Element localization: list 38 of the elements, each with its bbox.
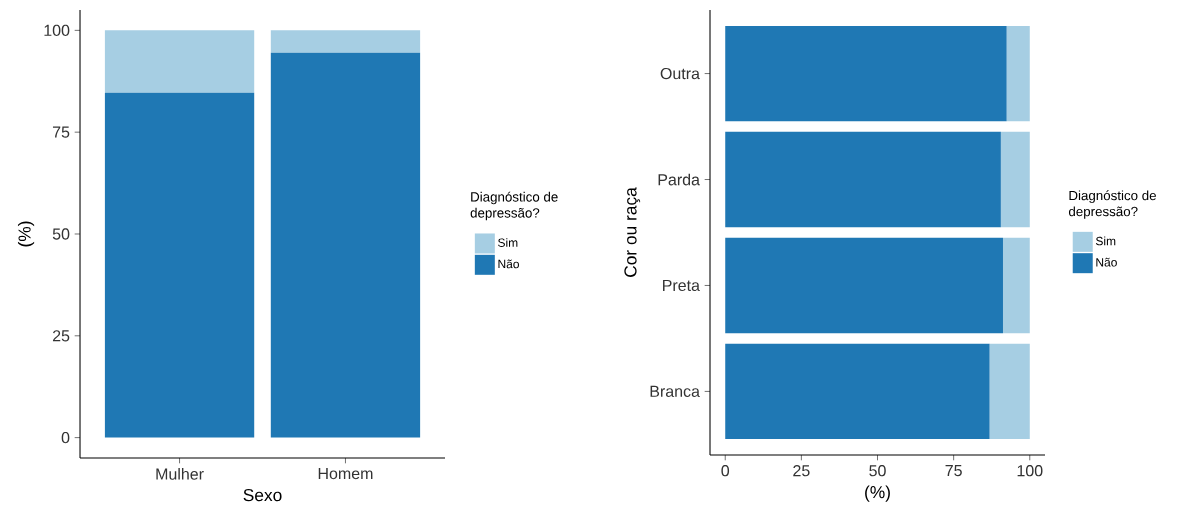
y-tick-label: Preta	[663, 279, 700, 292]
y-tick-label: 0	[61, 431, 70, 444]
bar	[989, 343, 1030, 440]
y-tick-label: Branca	[650, 385, 700, 397]
x-tick-label: Homem	[318, 468, 373, 480]
bar	[1002, 237, 1030, 334]
legend-label: Não	[498, 259, 519, 269]
y-axis-title: Cor ou raça	[624, 187, 641, 277]
x-tick-label: 0	[721, 465, 730, 477]
x-axis-title: (%)	[865, 485, 890, 502]
x-tick-label: Mulher	[156, 468, 204, 480]
y-tick-label: 100	[44, 24, 70, 37]
x-tick-label: 100	[1017, 465, 1043, 477]
y-axis-title: (%)	[17, 221, 35, 247]
bar	[725, 25, 1007, 122]
bar	[104, 92, 255, 438]
y-tick-label: 75	[52, 126, 70, 138]
legend-title: Diagnóstico de depressão?	[1068, 190, 1156, 219]
y-tick-label: 50	[52, 228, 70, 240]
x-tick-label: 75	[945, 465, 962, 477]
bar	[104, 30, 255, 93]
x-tick-label: 25	[793, 465, 810, 477]
bar	[270, 30, 421, 53]
bar	[270, 52, 421, 438]
y-tick-label: Parda	[658, 173, 700, 186]
bar	[725, 131, 1001, 228]
y-tick-label: Outra	[660, 67, 700, 80]
y-tick-label: 25	[52, 330, 70, 342]
legend-label: Sim	[1095, 236, 1116, 246]
legend-label: Não	[1096, 257, 1117, 267]
legend-title: Diagnóstico de depressão?	[470, 191, 558, 221]
bar	[725, 343, 990, 440]
x-axis-title: Sexo	[243, 488, 282, 502]
x-tick-label: 50	[869, 465, 886, 477]
bar	[1006, 25, 1030, 122]
legend-label: Sim	[498, 238, 518, 247]
bar	[725, 237, 1003, 334]
bar	[1000, 131, 1030, 228]
